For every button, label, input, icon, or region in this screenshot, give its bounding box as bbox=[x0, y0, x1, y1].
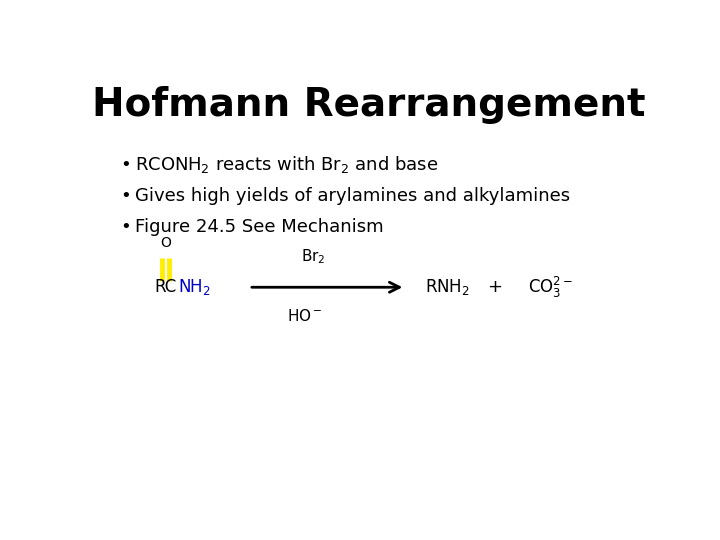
Text: CO$_3^{2-}$: CO$_3^{2-}$ bbox=[528, 275, 573, 300]
Text: Br$_2$: Br$_2$ bbox=[301, 248, 325, 266]
Text: •: • bbox=[121, 187, 132, 205]
Text: •: • bbox=[121, 218, 132, 236]
Text: O: O bbox=[160, 236, 171, 250]
Text: +: + bbox=[487, 278, 502, 296]
Text: Gives high yields of arylamines and alkylamines: Gives high yields of arylamines and alky… bbox=[135, 187, 570, 205]
Text: RCONH$_2$ reacts with Br$_2$ and base: RCONH$_2$ reacts with Br$_2$ and base bbox=[135, 154, 438, 175]
Text: Figure 24.5 See Mechanism: Figure 24.5 See Mechanism bbox=[135, 218, 383, 236]
Text: Hofmann Rearrangement: Hofmann Rearrangement bbox=[92, 85, 646, 124]
Text: RC: RC bbox=[154, 278, 176, 296]
Text: NH$_2$: NH$_2$ bbox=[178, 277, 210, 297]
Text: HO$^-$: HO$^-$ bbox=[287, 308, 323, 324]
Text: •: • bbox=[121, 156, 132, 173]
Text: RNH$_2$: RNH$_2$ bbox=[425, 277, 469, 297]
